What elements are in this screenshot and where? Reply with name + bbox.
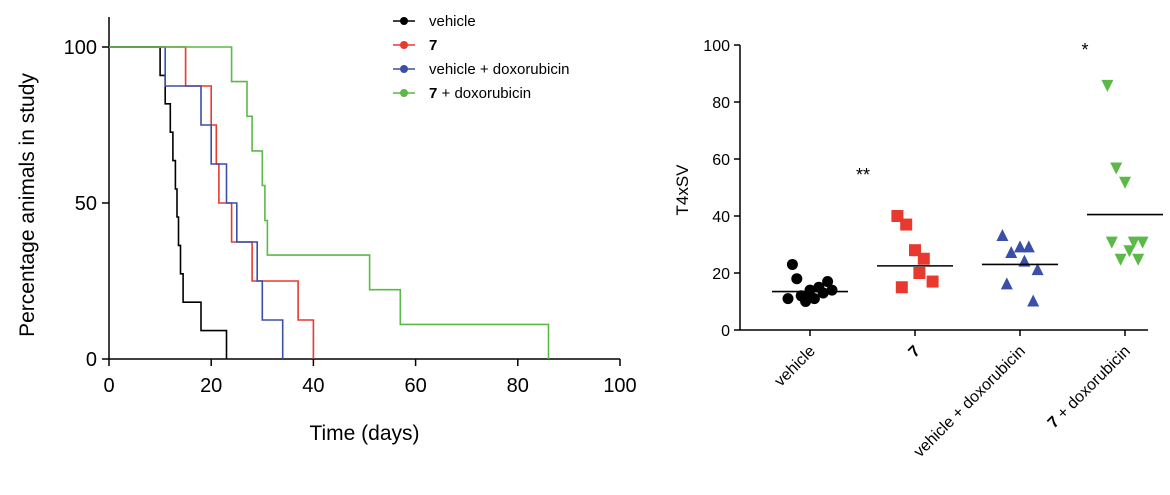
series-line-0 [109,46,228,359]
data-point-2 [1014,240,1026,253]
y-axis-title: Percentage animals in study [16,73,39,337]
data-point-2 [1031,263,1044,276]
y-tick-label: 100 [703,38,730,55]
legend-label-2: vehicle + doxorubicin [429,61,570,78]
legend-label-3: 7 + doxorubicin [429,85,531,102]
data-point-0 [791,273,803,285]
x-tick-label-2-rest: vehicle + doxorubicin [911,343,1029,461]
data-point-0 [782,293,794,305]
data-point-0 [822,276,834,288]
legend-label-3-rest: + doxorubicin [437,85,531,102]
legend-label-1: 7 [429,37,437,54]
x-axis-title: Time (days) [309,422,419,445]
series-line-3 [109,46,550,359]
y-tick-label: 0 [721,323,730,340]
x-tick-label: 80 [507,375,529,397]
data-point-3 [1136,236,1149,249]
legend-label-0: vehicle [429,13,476,30]
y-tick-label: 60 [712,152,730,169]
y-tick-label: 0 [86,349,97,371]
x-tick-label: 60 [404,375,426,397]
legend-label-1-bold-part: 7 [429,37,437,54]
data-point-2 [996,228,1009,241]
legend-label-0-rest: vehicle [429,13,476,30]
x-tick-label-2: vehicle + doxorubicin [911,343,1029,461]
data-point-2 [1027,294,1040,307]
significance-marker-3: * [1081,40,1088,60]
series-line-1 [109,46,315,359]
x-tick-label: 100 [603,375,636,397]
data-point-3 [1110,162,1123,175]
data-point-3 [1132,253,1145,266]
significance-marker-1: ** [856,165,870,185]
x-tick-label-0: vehicle [772,343,819,390]
data-point-1 [926,275,939,288]
y-axis-title: T4xSV [673,164,692,216]
y-tick-label: 80 [712,95,730,112]
data-point-1 [917,252,930,265]
y-tick-label: 50 [75,193,97,215]
x-tick-label-0-rest: vehicle [772,343,819,390]
data-point-3 [1114,253,1127,266]
data-point-1 [900,218,913,231]
legend-marker-3 [400,89,408,97]
data-point-3 [1123,245,1136,258]
x-tick-label-1-bold-part: 7 [906,343,924,361]
data-point-3 [1119,176,1131,189]
x-tick-label-3-rest: + doxorubicin [1051,343,1134,426]
x-tick-label: 0 [103,375,114,397]
data-point-3 [1105,236,1118,249]
y-tick-label: 20 [712,266,730,283]
data-point-2 [1000,277,1013,290]
legend-label-2-rest: vehicle + doxorubicin [429,61,570,78]
legend-marker-2 [400,65,408,73]
data-point-2 [1005,246,1018,259]
x-tick-label-1: 7 [906,343,924,361]
y-tick-label: 40 [712,209,730,226]
data-point-0 [817,287,829,299]
data-point-2 [1018,254,1031,267]
data-point-1 [895,281,908,294]
data-point-0 [786,258,798,270]
data-point-3 [1101,79,1114,92]
data-point-0 [804,290,816,302]
x-tick-label-3: 7 + doxorubicin [1045,343,1134,432]
legend-marker-0 [400,17,408,25]
legend-marker-1 [400,41,408,49]
survival-chart: 0 20 40 60 80 100 0 50 100 Time (days) Percentage … [16,13,637,445]
data-point-2 [1022,240,1035,253]
data-point-1 [913,267,926,279]
legend-label-3-bold-part: 7 [429,85,437,102]
x-tick-label: 40 [302,375,324,397]
x-tick-label: 20 [200,375,222,397]
series-line-2 [109,46,284,359]
y-tick-label: 100 [64,37,97,59]
data-point-0 [826,284,838,296]
data-point-3 [1127,236,1140,249]
